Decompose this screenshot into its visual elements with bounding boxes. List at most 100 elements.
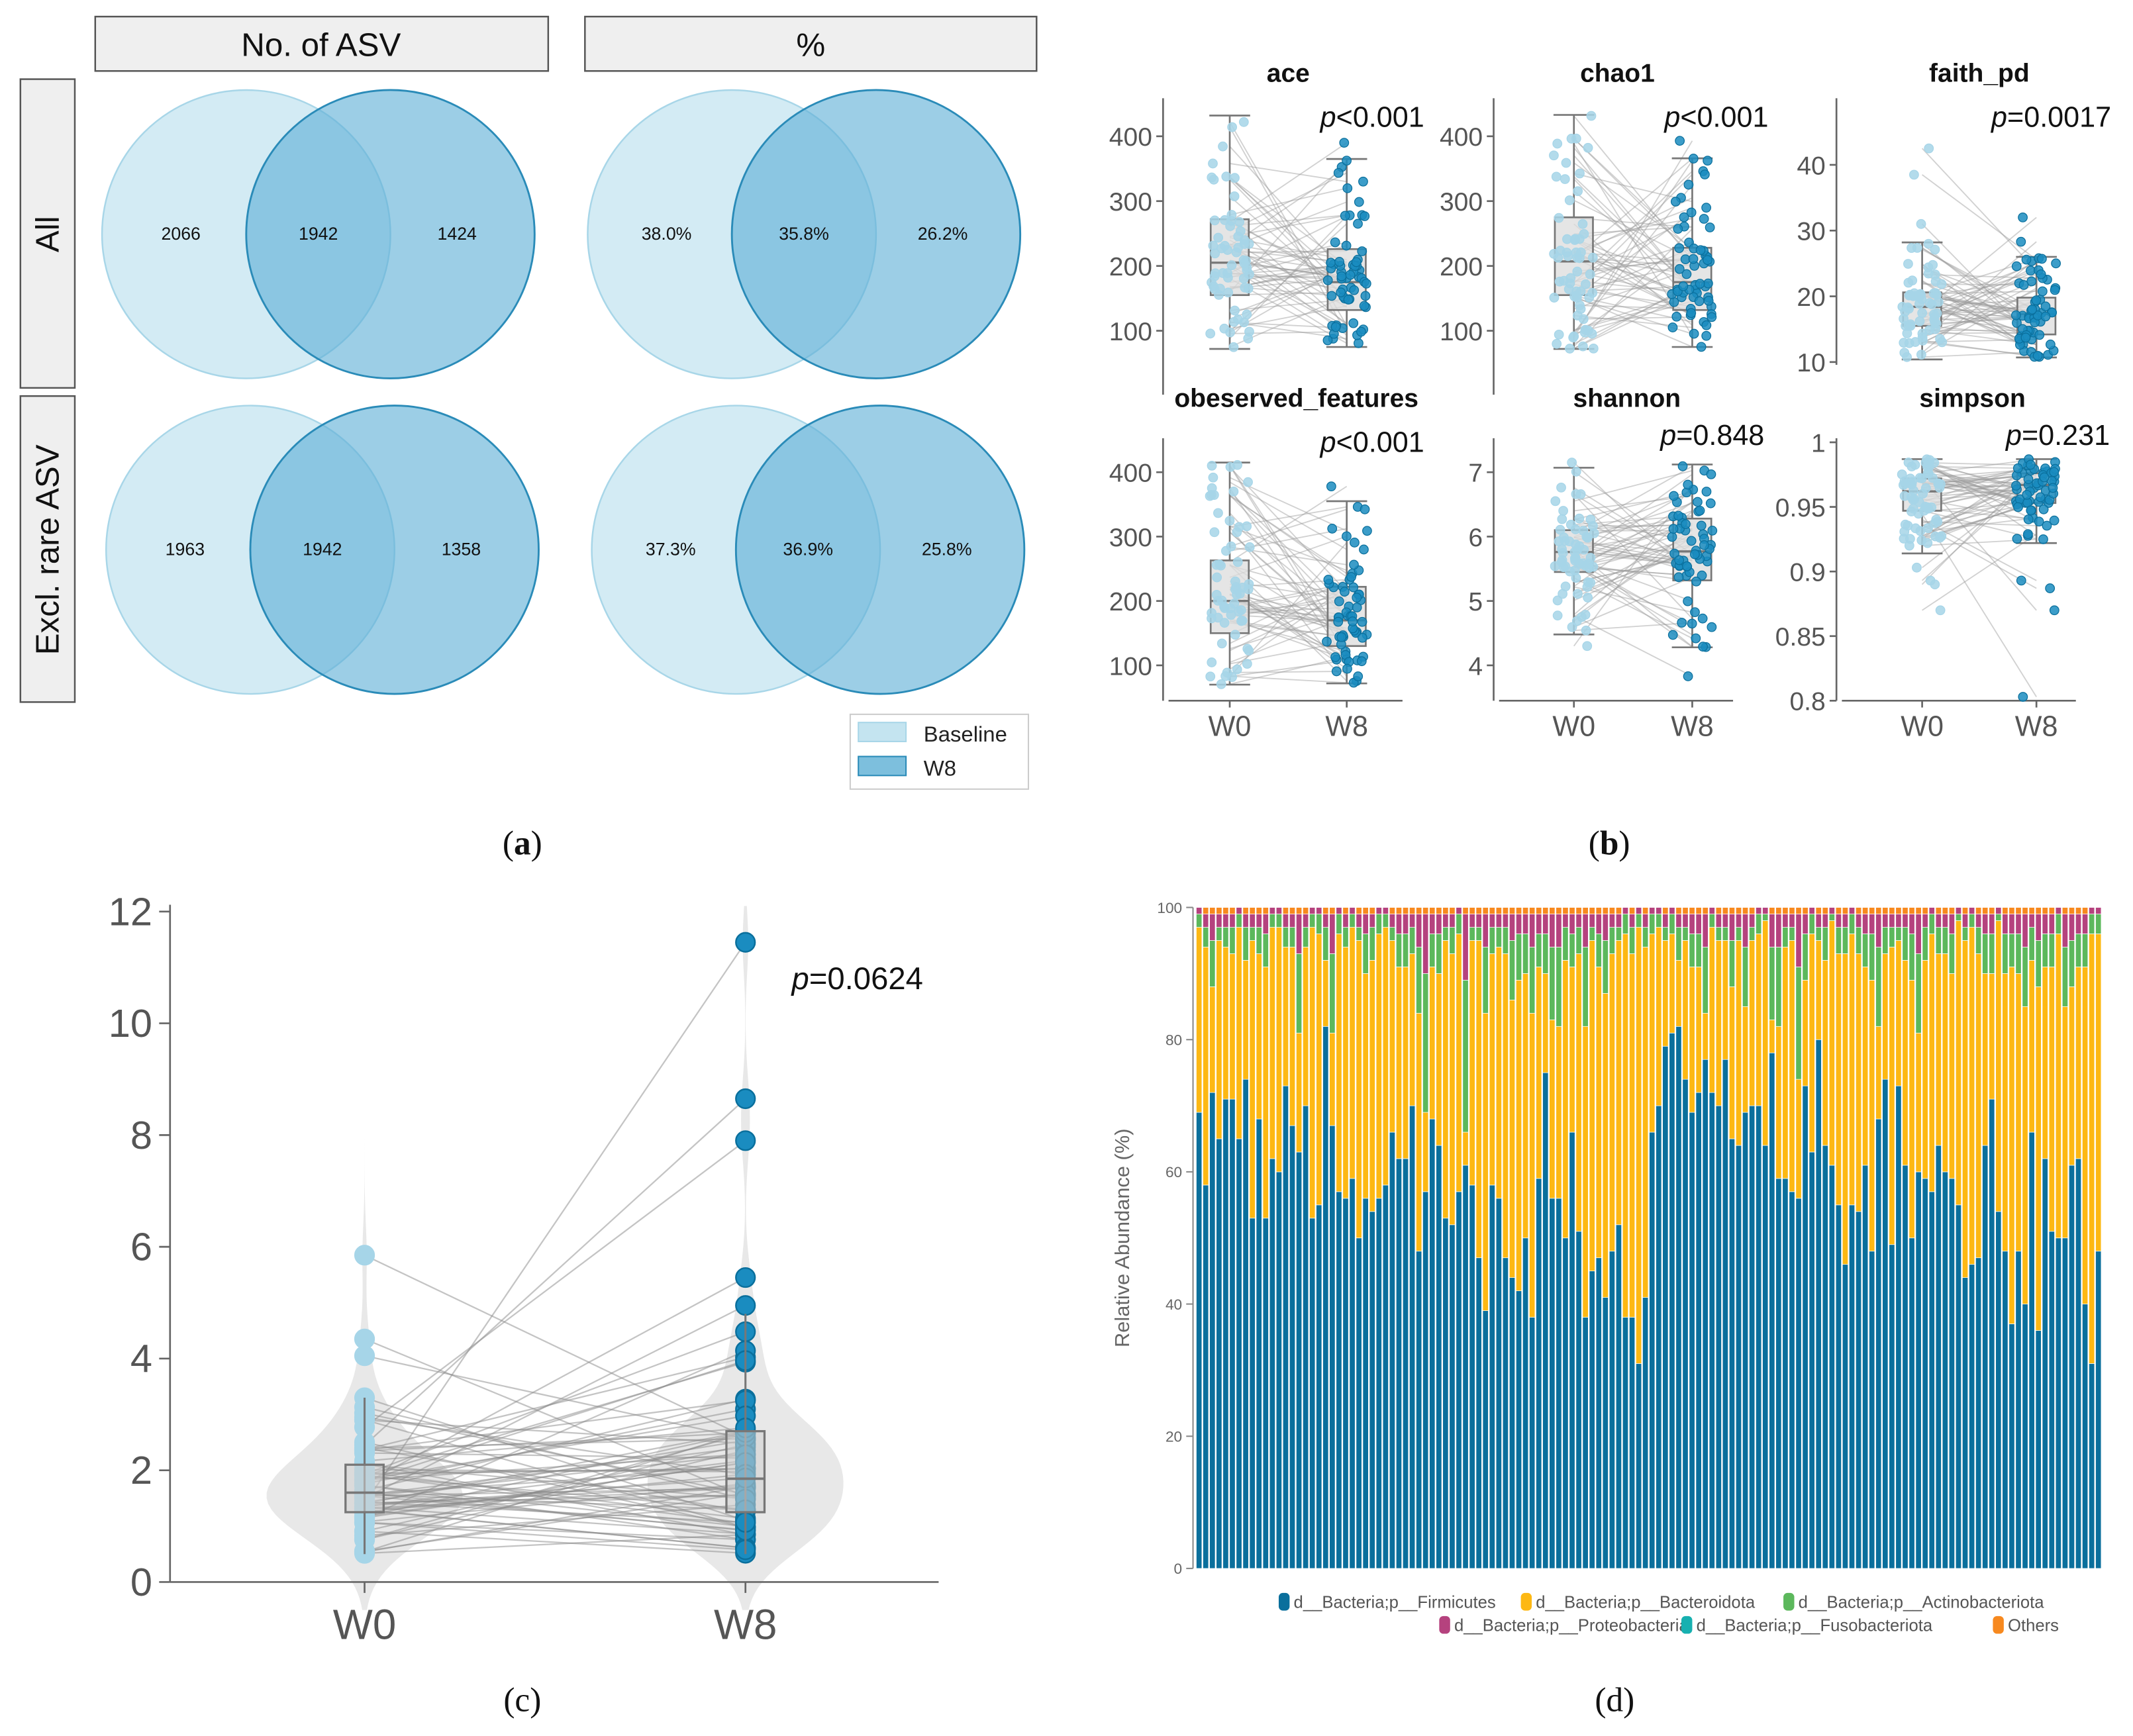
- legend-item: d__Bacteria;p__Fusobacteriota: [1681, 1615, 1933, 1635]
- data-point: [1330, 237, 1340, 248]
- bar-segment: [1928, 914, 1935, 934]
- paired-line: [1229, 466, 1348, 593]
- paired-line: [1573, 565, 1693, 624]
- bar-segment: [1256, 953, 1262, 1120]
- bar-segment: [1695, 934, 1702, 967]
- data-point: [1550, 496, 1561, 506]
- bar-segment: [1562, 960, 1569, 1239]
- bar-segment: [1296, 907, 1303, 914]
- bar-segment: [1795, 1079, 1802, 1199]
- bar-segment: [1289, 1125, 1296, 1569]
- data-point: [1701, 487, 1712, 497]
- data-point: [1564, 195, 1575, 205]
- sample-bar: [1489, 907, 1495, 1569]
- data-point: [1575, 168, 1585, 179]
- p-symbol: p: [791, 961, 809, 996]
- paired-line: [364, 1494, 746, 1510]
- bar-segment: [1262, 907, 1269, 914]
- bar-segment: [1282, 914, 1289, 928]
- venn-value-w8-only: 1358: [442, 540, 481, 559]
- bar-segment: [1203, 1184, 1209, 1569]
- bar-segment: [1689, 967, 1695, 1113]
- bar-segment: [1728, 940, 1736, 987]
- bar-segment: [1203, 907, 1209, 914]
- data-point: [1242, 521, 1252, 532]
- data-point: [1691, 576, 1701, 587]
- paired-line: [364, 1474, 746, 1510]
- y-tick-label: 4: [1468, 652, 1483, 681]
- bar-segment: [2028, 927, 2035, 961]
- bar-segment: [1642, 1297, 1649, 1569]
- bar-segment: [2002, 1251, 2009, 1569]
- bar-segment: [1569, 967, 1575, 1133]
- paired-line: [364, 941, 746, 1504]
- bar-segment: [1815, 927, 1822, 941]
- bar-segment: [1303, 907, 1309, 914]
- data-point: [1583, 142, 1593, 153]
- bar-segment: [1509, 999, 1516, 1278]
- data-point: [1242, 644, 1253, 654]
- data-point: [2010, 310, 2021, 320]
- data-point: [1232, 557, 1243, 567]
- bar-segment: [1828, 1165, 1835, 1569]
- data-point: [1569, 331, 1579, 342]
- data-point: [1706, 469, 1716, 479]
- data-point: [1330, 652, 1340, 662]
- venn-all-counts: 2066 1942 1424: [101, 89, 536, 379]
- bar-segment: [1802, 1085, 1809, 1569]
- bar-segment: [1982, 934, 1989, 974]
- data-point: [1923, 523, 1933, 533]
- bar-segment: [1722, 927, 1728, 941]
- y-tick-label: 2: [130, 1448, 152, 1492]
- venn-value-shared: 1942: [299, 224, 338, 244]
- bar-segment: [1742, 914, 1749, 947]
- paired-line: [364, 1139, 746, 1428]
- paired-line: [1922, 282, 2037, 344]
- bar-segment: [1662, 940, 1669, 1047]
- bar-segment: [1848, 934, 1856, 1206]
- caption-b-letter: b: [1600, 824, 1619, 862]
- bar-segment: [1669, 1032, 1675, 1569]
- bar-segment: [1269, 1158, 1275, 1569]
- bar-segment: [1249, 927, 1256, 941]
- data-point: [1327, 524, 1338, 534]
- bar-segment: [1869, 914, 1875, 934]
- bar-segment: [1615, 907, 1622, 914]
- bar-segment: [1636, 907, 1642, 914]
- bar-segment: [1675, 927, 1682, 961]
- data-point: [1348, 582, 1359, 593]
- data-point: [1910, 337, 1920, 347]
- bar-segment: [1309, 927, 1316, 1219]
- bar-segment: [1449, 953, 1456, 1226]
- bar-segment: [1675, 1026, 1682, 1569]
- sample-bar: [2095, 907, 2102, 1569]
- data-point: [1588, 521, 1598, 531]
- bar-segment: [1955, 914, 1962, 921]
- bar-segment: [1582, 1317, 1589, 1569]
- bar-segment: [1249, 940, 1256, 1219]
- bar-segment: [1869, 980, 1875, 1252]
- bar-segment: [1702, 914, 1709, 947]
- data-point: [1707, 622, 1717, 632]
- bar-segment: [1942, 914, 1948, 928]
- bar-segment: [1375, 914, 1382, 934]
- sample-bar: [1882, 907, 1889, 1569]
- bar-segment: [1562, 927, 1569, 961]
- subplot-title: shannon: [1573, 385, 1681, 413]
- header-no-of-asv-box: [94, 15, 550, 72]
- data-point: [1569, 554, 1580, 563]
- bar-segment: [1402, 967, 1409, 1159]
- bar-segment: [1336, 914, 1342, 934]
- bar-segment: [1569, 907, 1575, 914]
- bar-segment: [1242, 927, 1249, 961]
- data-point: [1348, 616, 1358, 626]
- bar-segment: [1382, 927, 1389, 1186]
- data-point: [1668, 524, 1679, 534]
- paired-line: [364, 1359, 746, 1482]
- data-point: [1924, 143, 1934, 154]
- sample-bar: [1995, 907, 2002, 1569]
- bar-segment: [1822, 914, 1828, 928]
- bar-segment: [1955, 1204, 1962, 1569]
- bar-segment: [1256, 1118, 1262, 1569]
- bar-segment: [1449, 914, 1456, 928]
